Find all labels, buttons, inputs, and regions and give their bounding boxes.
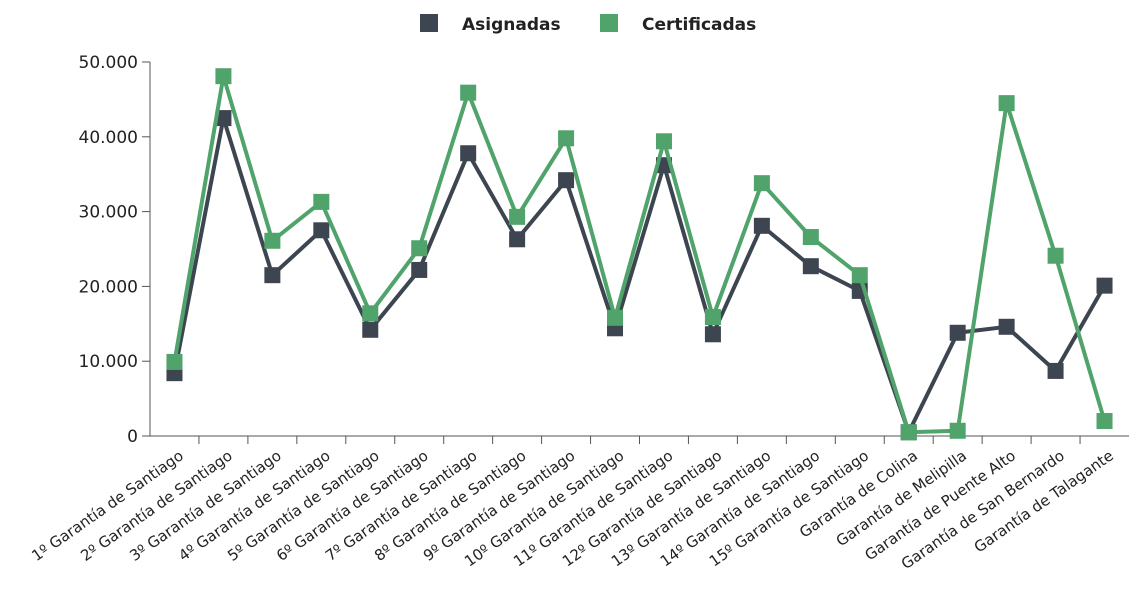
legend-swatch xyxy=(600,14,618,32)
point xyxy=(1047,362,1064,379)
point xyxy=(704,309,721,326)
point xyxy=(313,193,330,210)
point xyxy=(558,130,575,147)
point xyxy=(460,84,477,101)
point xyxy=(802,229,819,246)
point xyxy=(509,208,526,225)
point xyxy=(362,305,379,322)
point xyxy=(558,172,575,189)
series-line xyxy=(172,117,1107,438)
point xyxy=(264,267,281,284)
point xyxy=(900,424,917,441)
point xyxy=(215,110,232,127)
legend-label: Certificadas xyxy=(642,15,756,35)
point xyxy=(362,321,379,338)
point xyxy=(166,353,183,370)
y-tick-label: 0 xyxy=(127,427,138,447)
point xyxy=(998,318,1015,335)
point xyxy=(607,309,624,326)
y-tick-label: 30.000 xyxy=(79,203,138,223)
point xyxy=(704,326,721,343)
point xyxy=(998,95,1015,112)
point xyxy=(949,422,966,439)
point xyxy=(509,231,526,248)
point xyxy=(411,261,428,278)
point xyxy=(1096,277,1113,294)
legend-swatch xyxy=(420,14,438,32)
point xyxy=(753,217,770,234)
point xyxy=(460,145,477,162)
point xyxy=(313,222,330,239)
point xyxy=(949,324,966,341)
point xyxy=(655,133,672,150)
point xyxy=(411,240,428,257)
point xyxy=(1096,413,1113,430)
legend-label: Asignadas xyxy=(462,15,561,35)
series-line xyxy=(172,75,1107,435)
y-tick-label: 40.000 xyxy=(79,128,138,148)
y-tick-label: 10.000 xyxy=(79,352,138,372)
y-tick-label: 20.000 xyxy=(79,277,138,297)
point xyxy=(851,267,868,284)
y-tick-label: 50.000 xyxy=(79,53,138,73)
point xyxy=(215,68,232,85)
point xyxy=(264,232,281,249)
point xyxy=(802,258,819,275)
point xyxy=(753,175,770,192)
point xyxy=(1047,247,1064,264)
